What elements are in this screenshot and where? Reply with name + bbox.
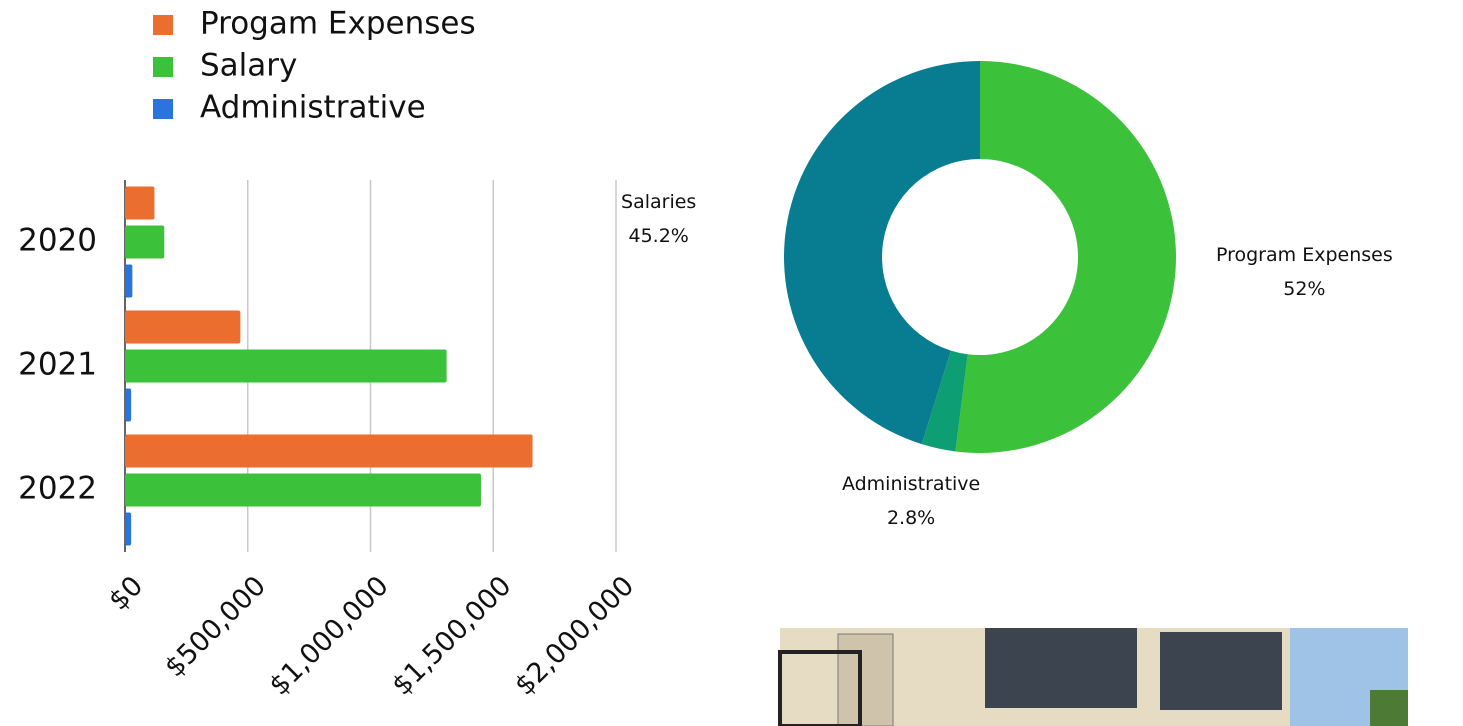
y-tick-label: 2022 bbox=[18, 471, 97, 507]
slice-label: Program Expenses bbox=[1216, 244, 1393, 266]
slice-value-label: 2.8% bbox=[887, 507, 935, 529]
x-tick-label: $1,500,000 bbox=[386, 570, 517, 701]
x-tick-label: $2,000,000 bbox=[509, 570, 640, 701]
legend-swatch bbox=[153, 15, 173, 35]
y-tick-label: 2021 bbox=[18, 347, 97, 383]
slice-label: Administrative bbox=[842, 473, 980, 495]
x-tick-label: $1,000,000 bbox=[264, 570, 395, 701]
bar bbox=[125, 474, 481, 507]
slice-label: Salaries bbox=[621, 191, 696, 213]
x-tick-label: $500,000 bbox=[159, 570, 272, 683]
legend-swatch bbox=[153, 57, 173, 77]
x-tick-label: $0 bbox=[103, 570, 149, 616]
y-tick-label: 2020 bbox=[18, 223, 97, 259]
photo-window bbox=[1160, 632, 1282, 710]
photo bbox=[780, 628, 1408, 726]
legend-label: Salary bbox=[200, 48, 297, 84]
legend-label: Progam Expenses bbox=[200, 6, 476, 42]
page: Progam Expenses Salary Administrative $0$50… bbox=[0, 0, 1463, 726]
bar bbox=[125, 226, 164, 259]
bar bbox=[125, 187, 154, 220]
bar bbox=[125, 513, 131, 546]
bar bbox=[125, 389, 131, 422]
photo-window bbox=[985, 628, 1137, 708]
photo-tree bbox=[1370, 690, 1408, 726]
bar bbox=[125, 311, 240, 344]
bar bbox=[125, 435, 533, 468]
bar bbox=[125, 350, 447, 383]
legend-label: Administrative bbox=[200, 90, 426, 126]
photo-door bbox=[838, 634, 893, 726]
donut-slice bbox=[955, 61, 1176, 453]
slice-value-label: 45.2% bbox=[629, 225, 689, 247]
slice-value-label: 52% bbox=[1283, 278, 1325, 300]
bar bbox=[125, 265, 132, 298]
legend-swatch bbox=[153, 99, 173, 119]
